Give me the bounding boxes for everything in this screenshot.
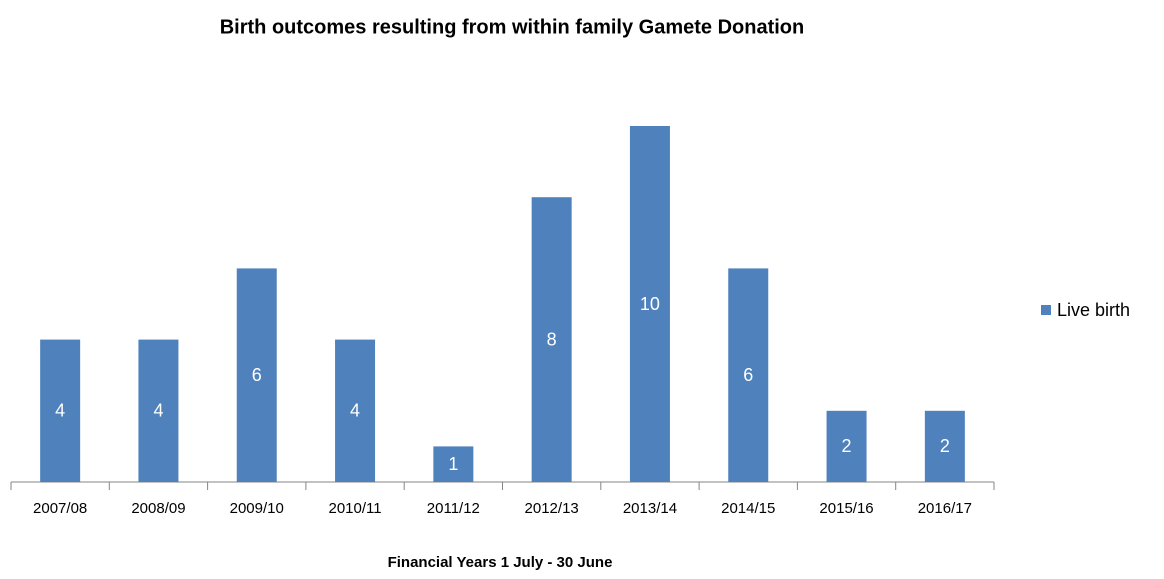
x-tick-label: 2010/11 bbox=[328, 500, 381, 517]
bar bbox=[531, 197, 572, 482]
bar bbox=[433, 446, 474, 482]
x-tick-label: 2011/12 bbox=[427, 500, 480, 517]
x-tick-label: 2007/08 bbox=[33, 500, 87, 517]
x-tick-label: 2014/15 bbox=[721, 500, 775, 517]
data-label: 4 bbox=[350, 401, 360, 421]
chart-title: Birth outcomes resulting from within fam… bbox=[220, 16, 805, 38]
data-label: 6 bbox=[743, 365, 753, 385]
data-label: 10 bbox=[640, 294, 660, 314]
bar bbox=[826, 410, 867, 482]
data-label: 2 bbox=[940, 436, 950, 456]
bar bbox=[728, 268, 769, 482]
x-tick-label: 2009/10 bbox=[230, 500, 284, 517]
data-label: 2 bbox=[842, 436, 852, 456]
x-axis-label: Financial Years 1 July - 30 June bbox=[388, 554, 613, 571]
bar bbox=[335, 339, 376, 482]
bar bbox=[924, 410, 965, 482]
bar bbox=[629, 126, 670, 482]
x-tick-label: 2012/13 bbox=[525, 500, 579, 517]
legend-swatch bbox=[1041, 305, 1051, 315]
data-label: 6 bbox=[252, 365, 262, 385]
legend-label: Live birth bbox=[1057, 300, 1130, 320]
x-tick-label: 2008/09 bbox=[131, 500, 185, 517]
bar bbox=[40, 339, 81, 482]
bar bbox=[138, 339, 179, 482]
x-tick-label: 2013/14 bbox=[623, 500, 677, 517]
data-label: 1 bbox=[448, 454, 458, 474]
bar bbox=[236, 268, 277, 482]
x-tick-label: 2016/17 bbox=[918, 500, 972, 517]
x-tick-label: 2015/16 bbox=[819, 500, 873, 517]
data-label: 4 bbox=[153, 401, 163, 421]
data-label: 8 bbox=[547, 329, 557, 349]
data-label: 4 bbox=[55, 401, 65, 421]
